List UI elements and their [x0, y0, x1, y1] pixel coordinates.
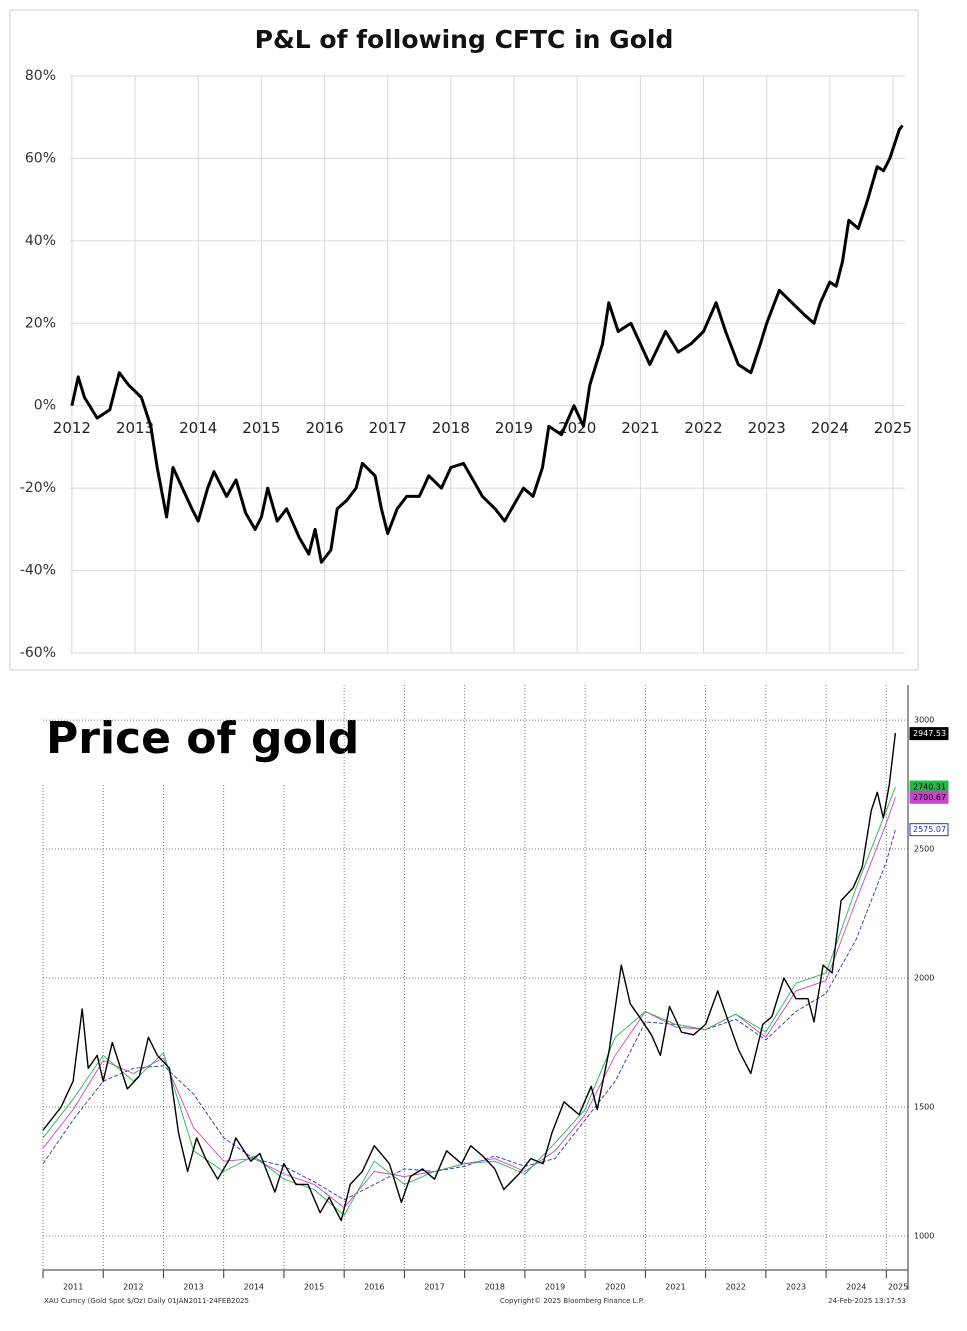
x-tick-label: 2022: [684, 419, 722, 437]
x-tick-label: 2019: [545, 1283, 565, 1292]
y-tick-label: 2500: [914, 845, 934, 854]
chart-title: Price of gold: [46, 713, 359, 764]
x-tick-label: 2017: [424, 1283, 444, 1292]
line-series: [42, 786, 896, 1216]
x-tick-label: 2025: [874, 419, 912, 437]
x-tick-label: 2021: [621, 419, 659, 437]
y-tick-label: 80%: [25, 68, 56, 84]
x-tick-label: 2018: [485, 1283, 505, 1292]
x-tick-label: 2011: [63, 1283, 83, 1292]
line-series: [42, 797, 896, 1209]
footer-text: Copyright© 2025 Bloomberg Finance L.P.: [500, 1297, 644, 1305]
x-tick-label: 2015: [304, 1283, 324, 1292]
y-tick-label: -20%: [20, 480, 56, 496]
line-series: [42, 732, 897, 1222]
last-value-label: 2575.07: [913, 825, 946, 834]
y-tick-label: 3000: [914, 716, 934, 725]
last-value-tag: [909, 727, 949, 741]
x-tick-label: 2025: [888, 1283, 908, 1292]
x-tick-label: 2020: [605, 1283, 625, 1292]
last-value-label: 2740.31: [913, 783, 946, 792]
x-tick-label: 2021: [665, 1283, 685, 1292]
footer-text: XAU Curncy (Gold Spot $/Oz) Daily 01JAN2…: [44, 1297, 249, 1305]
last-value-tag: [909, 823, 949, 837]
x-tick-label: 2024: [811, 419, 849, 437]
x-tick-label: 2019: [495, 419, 533, 437]
x-tick-label: 2016: [364, 1283, 384, 1292]
y-tick-label: 1000: [914, 1231, 934, 1240]
x-tick-label: 2024: [846, 1283, 866, 1292]
y-tick-label: 60%: [25, 150, 56, 166]
last-value-label: 2947.53: [913, 729, 946, 738]
x-tick-label: 2014: [179, 419, 217, 437]
x-tick-label: 2017: [369, 419, 407, 437]
y-tick-label: 20%: [25, 315, 56, 331]
x-tick-label: 2013: [116, 419, 154, 437]
y-tick-label: 0%: [34, 398, 56, 414]
y-tick-label: 1500: [914, 1102, 934, 1111]
x-tick-label: 2013: [183, 1283, 203, 1292]
chart-title: P&L of following CFTC in Gold: [255, 25, 674, 54]
y-tick-label: -40%: [20, 563, 56, 579]
x-tick-label: 2023: [748, 419, 786, 437]
x-tick-label: 2018: [432, 419, 470, 437]
last-value-tag: [909, 790, 949, 804]
x-tick-label: 2012: [123, 1283, 143, 1292]
line-series: [42, 829, 896, 1201]
x-tick-label: 2016: [305, 419, 343, 437]
last-value-label: 2700.67: [913, 793, 946, 802]
y-tick-label: 40%: [25, 233, 56, 249]
y-tick-label: 2000: [914, 974, 934, 983]
x-tick-label: 2015: [242, 419, 280, 437]
x-tick-label: 2022: [726, 1283, 746, 1292]
x-tick-label: 2012: [53, 419, 91, 437]
footer-text: 24-Feb-2025 13:17:53: [828, 1297, 906, 1305]
y-tick-label: -60%: [20, 645, 56, 661]
line-series: [70, 124, 904, 564]
x-tick-label: 2014: [244, 1283, 264, 1292]
x-tick-label: 2023: [786, 1283, 806, 1292]
